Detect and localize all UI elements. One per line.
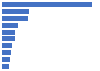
Bar <box>2 57 10 62</box>
Bar <box>2 9 29 14</box>
Bar <box>2 43 12 48</box>
Bar <box>2 64 9 69</box>
Bar <box>2 16 28 21</box>
Bar <box>2 50 11 55</box>
Bar <box>2 2 92 7</box>
Bar <box>2 36 15 41</box>
Bar <box>2 23 18 28</box>
Bar <box>2 30 15 35</box>
